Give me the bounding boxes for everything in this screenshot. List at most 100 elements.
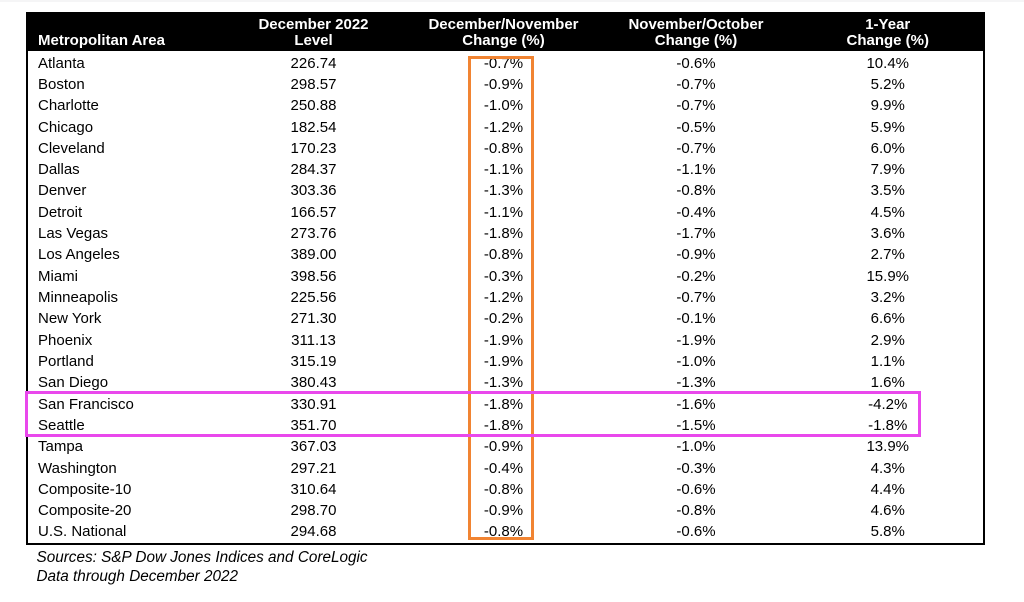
table-row: Los Angeles 389.00 -0.8% -0.9% 2.7% xyxy=(28,243,983,264)
cell-metro-area: Minneapolis xyxy=(38,289,119,307)
cell-dec-nov-change: -0.2% xyxy=(483,310,524,328)
cell-metro-area: Composite-10 xyxy=(38,480,132,498)
cell-dec-nov-change: -1.8% xyxy=(483,416,524,434)
cell-1-year-change: 5.8% xyxy=(870,523,905,541)
cell-1-year-change: -4.2% xyxy=(868,395,908,413)
cell-level: 303.36 xyxy=(290,182,337,200)
cell-dec-nov-change: -1.9% xyxy=(483,352,524,370)
cell-metro-area: Seattle xyxy=(38,416,85,434)
cell-metro-area: Dallas xyxy=(38,161,80,179)
col-header-november-october-change: November/October Change (%) xyxy=(628,16,764,50)
cell-dec-nov-change: -0.8% xyxy=(483,246,524,264)
cell-level: 182.54 xyxy=(290,118,337,136)
cell-1-year-change: 13.9% xyxy=(866,438,910,456)
table-row: Composite-10 310.64 -0.8% -0.6% 4.4% xyxy=(28,477,983,498)
cell-level: 298.70 xyxy=(290,502,337,520)
cell-metro-area: New York xyxy=(38,310,102,328)
cell-metro-area: Washington xyxy=(38,459,117,477)
table-row: Composite-20 298.70 -0.9% -0.8% 4.6% xyxy=(28,499,983,520)
footnote-sources: Sources: S&P Dow Jones Indices and CoreL… xyxy=(36,549,368,566)
cell-metro-area: Tampa xyxy=(38,438,84,456)
table-row: Seattle 351.70 -1.8% -1.5% -1.8% xyxy=(28,413,983,434)
cell-metro-area: U.S. National xyxy=(38,523,127,541)
cell-1-year-change: 6.6% xyxy=(870,310,905,328)
cell-1-year-change: 5.9% xyxy=(870,118,905,136)
cell-metro-area: San Diego xyxy=(38,374,109,392)
cell-metro-area: Los Angeles xyxy=(38,246,120,264)
cell-nov-oct-change: -1.6% xyxy=(676,395,716,413)
footnotes: Sources: S&P Dow Jones Indices and CoreL… xyxy=(37,549,368,587)
cell-nov-oct-change: -0.6% xyxy=(676,523,716,541)
home-price-index-table: Metropolitan Area December 2022 Level De… xyxy=(26,12,985,545)
cell-dec-nov-change: -1.2% xyxy=(483,289,524,307)
cell-nov-oct-change: -1.7% xyxy=(676,225,716,243)
table-row: U.S. National 294.68 -0.8% -0.6% 5.8% xyxy=(28,520,983,541)
table-row: San Francisco 330.91 -1.8% -1.6% -4.2% xyxy=(28,392,983,413)
cell-dec-nov-change: -1.8% xyxy=(483,225,524,243)
table-row: Miami 398.56 -0.3% -0.2% 15.9% xyxy=(28,264,983,285)
table-row: Chicago 182.54 -1.2% -0.5% 5.9% xyxy=(28,115,983,136)
table-row: Cleveland 170.23 -0.8% -0.7% 6.0% xyxy=(28,136,983,157)
cell-1-year-change: 3.5% xyxy=(870,182,905,200)
cell-metro-area: Las Vegas xyxy=(38,225,109,243)
cell-1-year-change: 4.3% xyxy=(870,459,905,477)
table-row: Washington 297.21 -0.4% -0.3% 4.3% xyxy=(28,456,983,477)
table-row: Denver 303.36 -1.3% -0.8% 3.5% xyxy=(28,179,983,200)
cell-nov-oct-change: -0.9% xyxy=(676,246,716,264)
cell-dec-nov-change: -1.3% xyxy=(483,374,524,392)
cell-1-year-change: 15.9% xyxy=(866,267,910,285)
cell-metro-area: Cleveland xyxy=(38,139,105,157)
cell-nov-oct-change: -1.5% xyxy=(676,416,716,434)
cell-level: 330.91 xyxy=(290,395,337,413)
cell-nov-oct-change: -0.6% xyxy=(676,480,716,498)
footnote-data-through: Data through December 2022 xyxy=(36,567,239,585)
table-row: Minneapolis 225.56 -1.2% -0.7% 3.2% xyxy=(28,285,983,306)
cell-dec-nov-change: -0.8% xyxy=(483,523,524,541)
table-row: Portland 315.19 -1.9% -1.0% 1.1% xyxy=(28,349,983,370)
cell-dec-nov-change: -0.7% xyxy=(483,54,524,72)
cell-level: 250.88 xyxy=(290,97,337,115)
cell-level: 298.57 xyxy=(290,75,337,93)
table-row: Detroit 166.57 -1.1% -0.4% 4.5% xyxy=(28,200,983,221)
cell-nov-oct-change: -1.3% xyxy=(676,374,716,392)
cell-nov-oct-change: -0.1% xyxy=(676,310,716,328)
cell-nov-oct-change: -0.7% xyxy=(676,289,716,307)
cell-nov-oct-change: -0.2% xyxy=(676,267,716,285)
cell-level: 398.56 xyxy=(290,267,337,285)
top-edge-strip xyxy=(0,0,1024,2)
cell-1-year-change: 2.9% xyxy=(870,331,905,349)
cell-level: 297.21 xyxy=(290,459,337,477)
cell-nov-oct-change: -0.6% xyxy=(676,54,716,72)
cell-nov-oct-change: -0.8% xyxy=(676,502,716,520)
cell-1-year-change: 5.2% xyxy=(870,75,905,93)
table-row: San Diego 380.43 -1.3% -1.3% 1.6% xyxy=(28,371,983,392)
cell-1-year-change: 4.5% xyxy=(870,203,905,221)
cell-dec-nov-change: -0.9% xyxy=(483,502,524,520)
cell-dec-nov-change: -0.8% xyxy=(483,480,524,498)
cell-dec-nov-change: -0.3% xyxy=(483,267,524,285)
cell-metro-area: Detroit xyxy=(38,203,83,221)
cell-nov-oct-change: -1.0% xyxy=(676,438,716,456)
cell-1-year-change: 2.7% xyxy=(870,246,905,264)
cell-nov-oct-change: -1.1% xyxy=(676,161,716,179)
table-row: Las Vegas 273.76 -1.8% -1.7% 3.6% xyxy=(28,222,983,243)
cell-level: 367.03 xyxy=(290,438,337,456)
cell-dec-nov-change: -0.9% xyxy=(483,75,524,93)
cell-level: 166.57 xyxy=(290,203,337,221)
cell-dec-nov-change: -0.9% xyxy=(483,438,524,456)
table-row: Phoenix 311.13 -1.9% -1.9% 2.9% xyxy=(28,328,983,349)
cell-metro-area: Boston xyxy=(38,75,85,93)
cell-level: 380.43 xyxy=(290,374,337,392)
cell-level: 310.64 xyxy=(290,480,337,498)
cell-level: 311.13 xyxy=(291,331,336,349)
table-row: New York 271.30 -0.2% -0.1% 6.6% xyxy=(28,307,983,328)
table-row: Atlanta 226.74 -0.7% -0.6% 10.4% xyxy=(28,51,983,72)
cell-metro-area: Composite-20 xyxy=(38,502,132,520)
cell-1-year-change: 9.9% xyxy=(870,97,905,115)
table-row: Tampa 367.03 -0.9% -1.0% 13.9% xyxy=(28,435,983,456)
table-row: Dallas 284.37 -1.1% -1.1% 7.9% xyxy=(28,158,983,179)
table-row: Boston 298.57 -0.9% -0.7% 5.2% xyxy=(28,72,983,93)
cell-level: 226.74 xyxy=(290,54,337,72)
cell-1-year-change: 6.0% xyxy=(870,139,905,157)
